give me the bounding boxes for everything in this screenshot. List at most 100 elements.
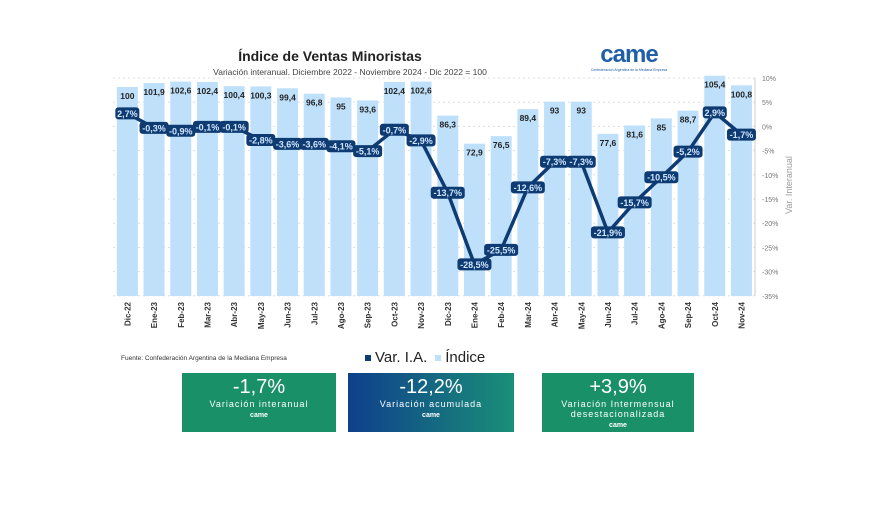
line-label-bg [590, 226, 625, 239]
y2-tick-label: -15% [762, 197, 778, 204]
bar [570, 101, 592, 296]
line-point-label: -5,2% [676, 147, 700, 157]
bar-label: 76,5 [493, 140, 510, 150]
line-point-label: -0,3% [142, 123, 166, 133]
line-point-label: -1,7% [730, 130, 754, 140]
line-label-bg [726, 128, 756, 141]
line-point-label: -0,7% [383, 125, 407, 135]
line-label-bg [566, 155, 596, 168]
x-tick-label: Jun-24 [604, 301, 613, 327]
bar-label: 72,9 [466, 148, 483, 158]
line-label-bg [617, 196, 652, 209]
y2-tick-label: -20% [762, 221, 778, 228]
legend: Var. I.A. Índice [365, 349, 485, 366]
line-label-bg [510, 181, 545, 194]
bar [490, 136, 512, 296]
chart-title: Índice de Ventas Minoristas [238, 48, 422, 64]
line-label-bg [219, 120, 249, 133]
x-tick-label: Ago-23 [337, 301, 346, 329]
y2-axis-label: Var. Interanual [784, 156, 794, 214]
card-intermensual: +3,9% Variación Intermensual desestaciona… [542, 373, 694, 432]
x-tick-label: Nov-24 [737, 301, 746, 328]
bar [196, 81, 218, 296]
y2-tick-label: -35% [762, 294, 778, 301]
x-tick-label: Ene-23 [150, 301, 159, 328]
x-tick-label: Feb-24 [497, 301, 506, 327]
bar [597, 133, 619, 296]
line-label-bg [430, 186, 465, 199]
bar [250, 86, 272, 296]
line-point-label: -25,5% [487, 245, 516, 255]
bar [624, 125, 646, 297]
legend-item-indice: Índice [435, 349, 485, 366]
bar-label: 100,4 [224, 90, 246, 100]
line-point-label: -10,5% [647, 173, 676, 183]
x-tick-label: Abr-23 [230, 301, 239, 327]
x-tick-label: Nov-23 [417, 301, 426, 328]
line-point-label: -4,1% [329, 142, 353, 152]
bar [170, 81, 192, 296]
bar [143, 83, 165, 297]
x-tick-label: Jun-23 [284, 301, 293, 327]
x-tick-label: Jul-24 [631, 301, 640, 325]
bar-label: 102,4 [384, 86, 406, 96]
came-logo: came Confederación Argentina de la Median… [590, 41, 668, 73]
x-tick-label: Ene-24 [470, 301, 479, 328]
y2-tick-label: 10% [762, 76, 776, 83]
bar [116, 87, 138, 296]
line-label-bg [353, 145, 383, 158]
line-point-label: -5,1% [356, 147, 380, 157]
x-tick-label: Ago-24 [657, 301, 666, 329]
line-point-label: -15,7% [620, 198, 649, 208]
line-label-bg [273, 137, 303, 150]
bar-label: 88,7 [680, 115, 697, 125]
line-point-label: -21,9% [594, 228, 623, 238]
x-tick-label: Sep-23 [364, 301, 373, 328]
x-tick-label: Sep-24 [684, 301, 693, 328]
y2-tick-label: -25% [762, 245, 778, 252]
line-point-label: -3,6% [276, 139, 300, 149]
bar-label: 96,8 [306, 98, 323, 108]
line-label-bg [139, 121, 169, 134]
source-note: Fuente: Confederación Argentina de la Me… [121, 355, 287, 362]
bar-label: 93 [577, 106, 587, 116]
bar [730, 85, 752, 296]
bar [544, 101, 566, 296]
x-tick-label: Feb-23 [177, 301, 186, 327]
y2-tick-label: -30% [762, 270, 778, 277]
x-tick-label: May-24 [577, 301, 586, 329]
line-point-label: -7,3% [543, 157, 567, 167]
line-point-label: -0,1% [222, 122, 246, 132]
bar [410, 81, 432, 296]
line-point-label: -2,8% [249, 135, 273, 145]
line-label-bg [457, 258, 492, 271]
bar [463, 143, 485, 296]
bar-label: 99,4 [279, 92, 296, 102]
bar [383, 81, 405, 296]
bar [650, 118, 672, 296]
bar-label: 95 [336, 101, 346, 111]
bar [704, 75, 726, 297]
bar-label: 89,4 [520, 113, 537, 123]
bar-label: 102,6 [410, 86, 432, 96]
bar-label: 102,4 [197, 86, 219, 96]
x-tick-label: Oct-24 [711, 301, 720, 326]
bar [517, 109, 539, 297]
line-label-bg [379, 123, 409, 136]
bar-label: 105,4 [704, 80, 726, 90]
line-point-label: -12,6% [514, 183, 543, 193]
line-label-bg [192, 120, 222, 133]
line-label-bg [326, 140, 356, 153]
bar-label: 86,3 [439, 120, 456, 130]
bar [357, 100, 379, 296]
bar-label: 101,9 [143, 87, 165, 97]
bar-label: 81,6 [626, 129, 643, 139]
line-label-bg [246, 133, 276, 146]
line-point-label: -2,9% [409, 136, 433, 146]
line-label-bg [540, 155, 570, 168]
line-point-label: -13,7% [433, 188, 462, 198]
line-point-label: -0,1% [196, 122, 220, 132]
chart-subtitle: Variación interanual. Diciembre 2022 - N… [213, 67, 487, 77]
card-acumulada: -12,2% Variación acumulada came [348, 373, 514, 432]
